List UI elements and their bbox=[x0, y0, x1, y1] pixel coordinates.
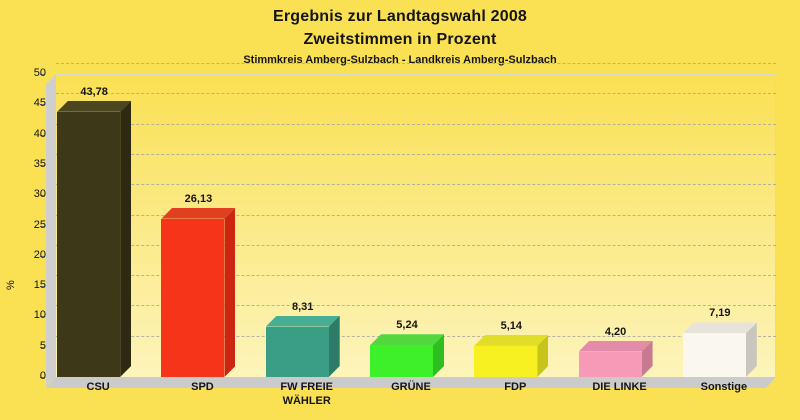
x-axis-label: CSU bbox=[46, 380, 150, 394]
y-tick-mark bbox=[40, 104, 45, 106]
x-axis-label-line: FDP bbox=[504, 381, 527, 393]
chart-title-block: Ergebnis zur Landtagswahl 2008 Zweitstim… bbox=[0, 5, 800, 69]
bar[interactable]: 7,19 bbox=[682, 307, 757, 377]
gridline bbox=[56, 244, 776, 246]
bar-side-face bbox=[641, 340, 653, 377]
x-axis-label: SPD bbox=[150, 380, 254, 394]
bar[interactable]: 26,13 bbox=[161, 193, 236, 377]
chart-title-line-2: Zweitstimmen in Prozent bbox=[303, 31, 497, 48]
plot-left-wall bbox=[46, 74, 56, 387]
y-tick-mark bbox=[40, 164, 45, 166]
bar-front-face bbox=[474, 345, 538, 377]
y-tick-label: 50 bbox=[33, 67, 46, 79]
y-tick-label: 35 bbox=[33, 157, 46, 170]
bar-front-face bbox=[370, 345, 433, 377]
x-axis-label: DIE LINKE bbox=[567, 380, 671, 394]
bar-value-label: 43,78 bbox=[80, 85, 108, 98]
y-tick-mark bbox=[40, 225, 45, 227]
x-axis-label-line: SPD bbox=[191, 381, 214, 393]
y-tick-label: 25 bbox=[33, 218, 46, 231]
bar-top-face bbox=[266, 316, 340, 327]
x-axis-label: GRÜNE bbox=[359, 380, 463, 394]
y-axis-title: % bbox=[5, 280, 17, 290]
y-tick-label: 20 bbox=[33, 248, 46, 261]
bar-side-face bbox=[328, 315, 340, 377]
bar[interactable]: 43,78 bbox=[57, 86, 132, 377]
gridline bbox=[56, 93, 776, 95]
y-tick-label: 0 bbox=[39, 370, 46, 382]
chart-title-line-1: Ergebnis zur Landtagswahl 2008 bbox=[272, 8, 528, 25]
bar-top-face bbox=[57, 101, 131, 112]
bar-front-face bbox=[265, 326, 329, 377]
y-tick-mark bbox=[40, 195, 45, 197]
x-axis-label-line: CSU bbox=[86, 381, 110, 393]
plot-right-edge bbox=[775, 74, 776, 377]
x-axis-label-line: DIE LINKE bbox=[592, 381, 647, 393]
x-axis-labels: CSU SPD FW FREIE WÄHLER GRÜNE FDP DIE LINKE Son… bbox=[46, 380, 776, 420]
x-axis-label-line: Sonstige bbox=[700, 381, 748, 393]
bar-value-label: 26,13 bbox=[184, 192, 213, 205]
x-axis-label: Sonstige bbox=[672, 380, 776, 394]
x-axis-label-line: GRÜNE bbox=[391, 381, 431, 393]
y-tick-mark bbox=[40, 346, 45, 348]
bar[interactable]: 8,31 bbox=[265, 301, 340, 377]
bar[interactable]: 5,14 bbox=[474, 320, 549, 377]
gridline bbox=[56, 275, 776, 277]
bar-top-face bbox=[683, 322, 757, 333]
x-axis-label-line: WÄHLER bbox=[282, 395, 331, 407]
plot-floor bbox=[46, 377, 776, 388]
x-axis-label: FDP bbox=[463, 380, 567, 394]
bar-value-label: 5,14 bbox=[500, 319, 522, 332]
gridline bbox=[56, 305, 776, 307]
y-tick-label: 45 bbox=[33, 97, 46, 110]
plot-top-edge bbox=[56, 74, 776, 75]
y-tick-label: 30 bbox=[33, 188, 46, 201]
bar[interactable]: 5,24 bbox=[370, 319, 444, 377]
bar-side-face bbox=[120, 100, 132, 377]
gridline bbox=[56, 184, 776, 186]
chart-subtitle: Stimmkreis Amberg-Sulzbach - Landkreis A… bbox=[243, 54, 557, 66]
gridline bbox=[56, 214, 776, 216]
bar-side-face bbox=[745, 322, 757, 377]
bar-side-face bbox=[224, 207, 236, 377]
bar-value-label: 4,20 bbox=[604, 325, 627, 338]
y-tick-mark bbox=[40, 286, 45, 288]
y-axis: % 0 5 10 15 20 25 30 35 40 45 50 bbox=[0, 67, 46, 388]
x-axis-label: FW FREIE WÄHLER bbox=[255, 380, 359, 408]
bar-value-label: 8,31 bbox=[291, 300, 314, 313]
y-tick-mark bbox=[40, 377, 45, 378]
gridline bbox=[56, 153, 776, 155]
y-tick-label: 15 bbox=[33, 279, 46, 292]
bar-side-face bbox=[433, 334, 444, 377]
y-tick-label: 5 bbox=[39, 339, 46, 352]
bar-front-face bbox=[57, 111, 121, 377]
y-tick-mark bbox=[40, 316, 45, 318]
bar-front-face bbox=[578, 351, 642, 377]
bar-value-label: 5,24 bbox=[396, 319, 418, 332]
bar-top-face bbox=[161, 208, 235, 219]
bar-front-face bbox=[161, 218, 225, 377]
y-tick-label: 40 bbox=[33, 127, 46, 140]
gridline bbox=[56, 63, 776, 64]
y-tick-mark bbox=[40, 255, 45, 257]
y-tick-mark bbox=[40, 134, 45, 136]
bar-front-face bbox=[682, 333, 746, 377]
bar-value-label: 7,19 bbox=[709, 307, 731, 320]
y-tick-mark bbox=[40, 74, 45, 75]
x-axis-label-line: FW FREIE bbox=[280, 381, 333, 393]
bar-top-face bbox=[579, 341, 653, 352]
bar-top-face bbox=[474, 335, 548, 346]
bar[interactable]: 4,20 bbox=[578, 326, 653, 377]
gridline bbox=[56, 123, 776, 125]
y-tick-label: 10 bbox=[33, 309, 46, 322]
bar-top-face bbox=[370, 334, 444, 345]
bar-side-face bbox=[537, 334, 549, 377]
bar-series: 43,78 26,13 8,31 5,24 5,14 4,20 7,19 bbox=[46, 74, 776, 388]
